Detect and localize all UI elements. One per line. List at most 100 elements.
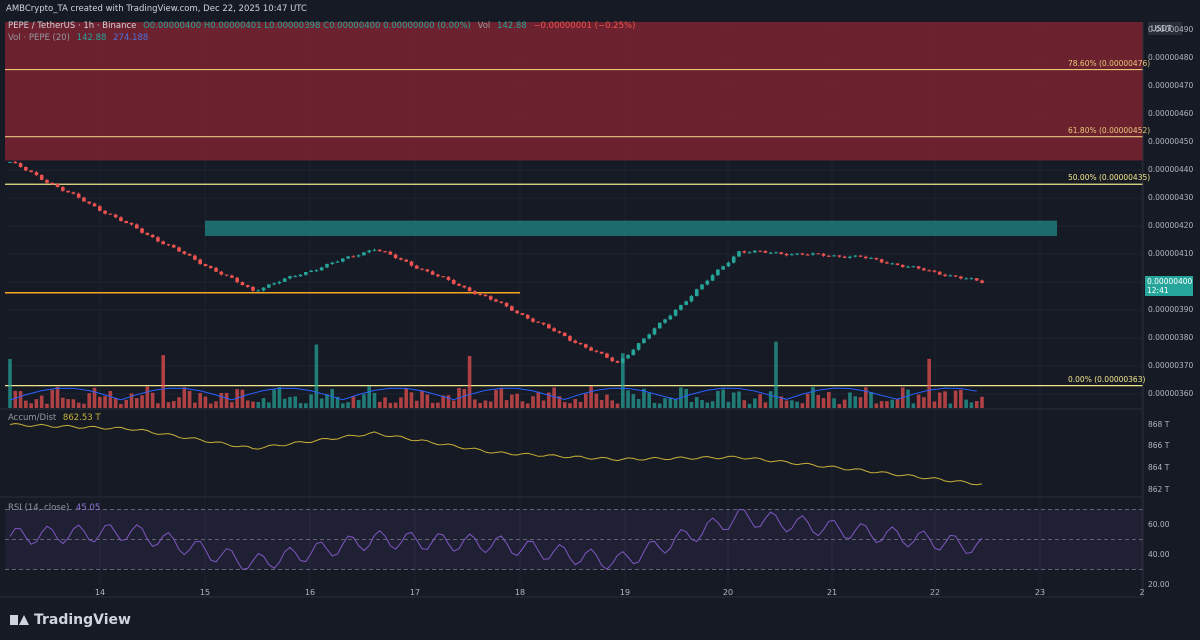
candle — [82, 196, 86, 202]
currency-badge[interactable]: USDT — [1148, 22, 1182, 35]
volume-bar — [129, 393, 134, 408]
candle-body — [689, 296, 694, 302]
volume-ma-line — [9, 387, 977, 401]
volume-bar — [330, 388, 335, 408]
candle-body — [800, 253, 805, 255]
candle-body — [927, 270, 931, 272]
candle — [626, 354, 630, 360]
volume-bar — [816, 394, 821, 408]
volume-bar — [631, 394, 636, 408]
countdown-value: 12:41 — [1147, 286, 1169, 295]
candle-body — [726, 262, 731, 267]
brand-name: TradingView — [34, 612, 131, 628]
candle — [922, 267, 926, 271]
candle — [13, 161, 18, 164]
candle-body — [890, 263, 894, 265]
volume-bar — [531, 396, 535, 408]
candle — [869, 256, 873, 259]
candle-body — [198, 259, 202, 265]
candle — [330, 261, 335, 265]
ad-legend[interactable]: Accum/Dist 862.53 T — [8, 413, 105, 423]
volume-bar — [346, 402, 350, 408]
volume-bar — [594, 393, 599, 408]
volume-bar — [483, 400, 488, 408]
candle-body — [747, 252, 752, 254]
candle-body — [964, 278, 968, 280]
candle-body — [29, 170, 33, 173]
candle-body — [441, 276, 445, 278]
candle-body — [626, 355, 630, 359]
candle-body — [298, 274, 303, 277]
tradingview-logo[interactable]: TradingView — [10, 612, 131, 628]
candle — [473, 290, 477, 295]
volume-bar — [510, 394, 514, 408]
candle — [842, 255, 847, 259]
volume-bar — [694, 397, 699, 408]
price-axis-label: 0.00000470 — [1148, 81, 1194, 91]
time-axis-label: 16 — [304, 588, 316, 597]
volume-bar — [620, 353, 625, 408]
candle — [45, 179, 49, 184]
candle — [890, 262, 894, 265]
candle-body — [436, 274, 440, 277]
symbol-legend[interactable]: PEPE / TetherUS · 1h · Binance O0.000004… — [8, 21, 639, 31]
candle — [140, 227, 144, 234]
candle-body — [203, 264, 208, 267]
price-axis-label: 0.00000450 — [1148, 137, 1194, 147]
volume-bar — [251, 401, 255, 408]
candle — [652, 327, 657, 336]
vol-ma-value1: 142.88 — [76, 33, 107, 43]
candle — [446, 276, 451, 281]
candle — [774, 251, 778, 254]
candle-body — [430, 271, 435, 275]
candle — [182, 250, 187, 255]
candle-body — [853, 255, 858, 257]
candle — [531, 317, 535, 323]
candle — [599, 351, 604, 355]
time-axis-label: 23 — [1034, 588, 1046, 597]
rsi-legend[interactable]: RSI (14, close) 45.05 — [8, 503, 104, 513]
candle-body — [663, 319, 667, 323]
candle — [721, 265, 725, 271]
candle — [784, 252, 789, 257]
candle-body — [314, 270, 319, 272]
candle — [39, 174, 44, 181]
accum-dist-line — [9, 422, 983, 486]
ad-label: Accum/Dist — [8, 413, 57, 423]
candle — [657, 322, 662, 329]
candle — [61, 186, 65, 192]
volume-bar — [478, 402, 482, 408]
volume-bar — [45, 403, 49, 408]
candle-body — [113, 214, 118, 218]
candle-body — [325, 263, 329, 268]
price-axis-label: 0.00000480 — [1148, 53, 1194, 63]
candle — [134, 223, 139, 229]
candle-body — [895, 263, 900, 265]
volume-bar — [642, 388, 646, 408]
candle — [943, 273, 947, 277]
candle — [689, 294, 694, 303]
candle-body — [140, 228, 144, 233]
candle-body — [166, 244, 171, 246]
candle-body — [525, 314, 530, 319]
candle-body — [103, 210, 107, 214]
candle-body — [451, 279, 456, 284]
volume-bar — [525, 403, 530, 408]
candle-body — [13, 161, 18, 164]
candle-body — [742, 251, 747, 253]
candle-body — [288, 276, 292, 279]
volume-legend[interactable]: Vol · PEPE (20) 142.88 274.188 — [8, 33, 152, 43]
candle-body — [959, 276, 963, 279]
volume-bar — [636, 398, 641, 408]
candle-body — [457, 283, 461, 286]
candle-body — [150, 234, 155, 238]
volume-bar — [943, 391, 947, 408]
candle — [441, 276, 445, 278]
candle-body — [980, 280, 984, 283]
candle — [92, 202, 97, 207]
candle-body — [425, 269, 430, 272]
candle-body — [710, 275, 715, 281]
volume-bar — [124, 399, 129, 408]
candle — [858, 255, 863, 258]
